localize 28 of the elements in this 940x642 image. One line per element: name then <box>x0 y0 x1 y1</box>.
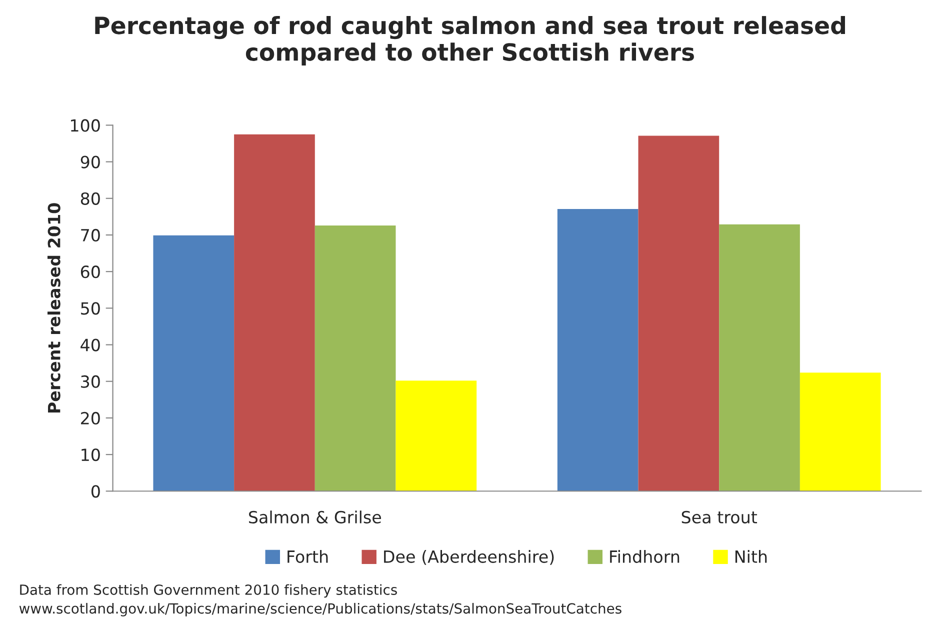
y-tick-label: 40 <box>80 338 100 352</box>
bar <box>314 225 396 492</box>
bar <box>153 235 234 492</box>
text: Data from Scottish Government 2010 fishery statistics www.scotland.gov.uk/Topics/marine/science/Publications/stats/SalmonSeaTroutCatches <box>19 584 622 616</box>
legend-label: Forth <box>288 550 328 563</box>
bar <box>557 208 638 492</box>
bar <box>638 136 720 492</box>
x-tick-label: Salmon & Grilse <box>249 510 382 524</box>
y-tick-label: 60 <box>80 266 100 278</box>
y-tick-label: 90 <box>80 156 100 168</box>
y-tick-label: 10 <box>82 448 100 462</box>
y-tick-label: 50 <box>81 302 100 315</box>
y-tick-label: 100 <box>71 119 100 132</box>
y-tick-label: 20 <box>81 412 100 425</box>
y-axis-title: Percent released 2010 <box>47 203 60 412</box>
y-tick-label: 80 <box>80 192 100 205</box>
chart-title: Percentage of rod caught salmon and sea trout released compared to other Scottish rivers <box>95 16 845 66</box>
y-tick-label: 70 <box>81 228 100 242</box>
legend-label: Nith <box>735 550 767 563</box>
bar <box>234 134 315 492</box>
x-tick-label: Sea trout <box>682 510 758 524</box>
y-tick-label: 30 <box>81 375 100 388</box>
legend-label: Dee (Aberdeenshire) <box>384 550 554 565</box>
bar <box>719 224 800 492</box>
y-tick-label: 0 <box>91 485 100 498</box>
bar <box>396 380 477 492</box>
legend-label: Findhorn <box>610 550 680 563</box>
bar <box>800 372 881 492</box>
